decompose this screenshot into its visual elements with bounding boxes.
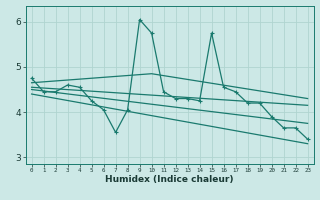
X-axis label: Humidex (Indice chaleur): Humidex (Indice chaleur) xyxy=(105,175,234,184)
